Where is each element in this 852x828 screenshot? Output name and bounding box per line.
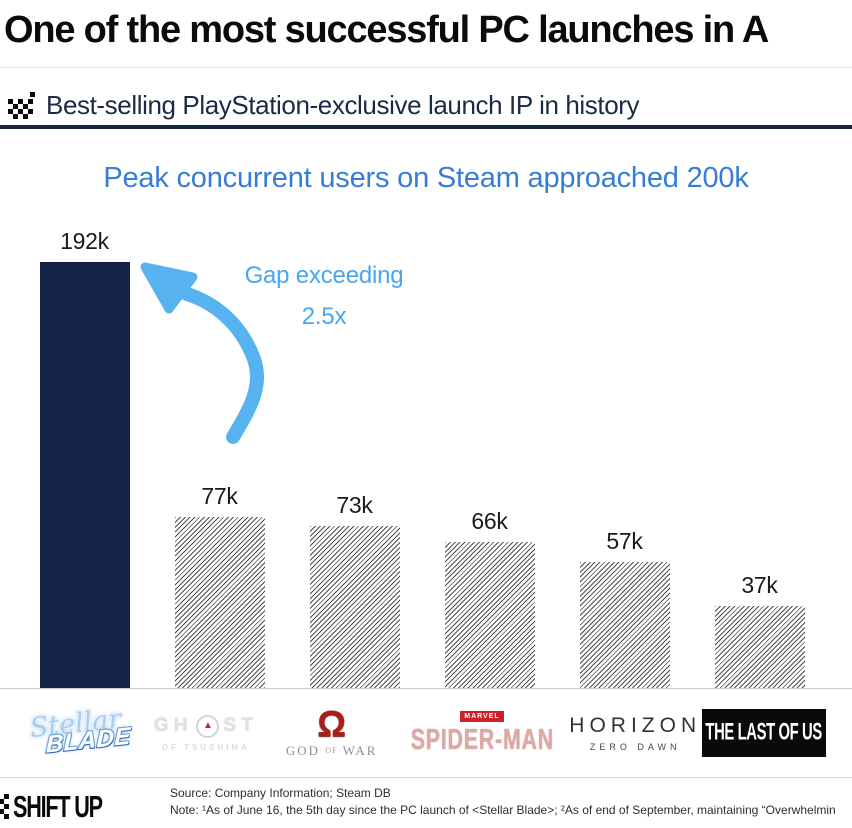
shiftup-wordmark: SHIFT UP — [13, 790, 103, 824]
bar — [714, 606, 805, 688]
ghost-mon-glyph: ▲ — [202, 720, 213, 731]
bar — [309, 526, 400, 688]
ghost-logo-row: GH ▲ ST — [153, 714, 258, 738]
logo-spider-man: MARVEL SPIDER-MAN — [395, 689, 570, 777]
gap-arrow-icon — [140, 262, 265, 444]
bar-chart: 192k 77k 73k 66k 57k 37k — [17, 210, 827, 688]
bar — [444, 542, 535, 688]
horizon-wordmark: HORIZON — [569, 714, 702, 737]
ghost-letters-right: ST — [223, 715, 258, 736]
footer-note: Note: ¹As of June 16, the 5th day since … — [170, 803, 836, 817]
gow-word1: GOD — [285, 743, 321, 758]
gow-of: OF — [325, 746, 338, 755]
gap-annotation-line2: 2.5x — [301, 303, 347, 330]
bar — [174, 517, 265, 688]
bar-slot-marvel-s-spider-man: 66k — [422, 210, 557, 688]
logo-stellar-blade: Stellar BLADE — [17, 689, 143, 777]
slide-title: One of the most successful PC launches i… — [4, 9, 769, 51]
chart-title: Peak concurrent users on Steam approache… — [103, 162, 749, 194]
bar-value-label: 77k — [201, 483, 238, 509]
bar-slot-god-of-war: 73k — [287, 210, 422, 688]
bar-slot-the-last-of-us: 37k — [692, 210, 827, 688]
god-of-war-wordmark: GOD OF WAR — [286, 743, 378, 759]
ghost-letters-left: GH — [153, 715, 193, 736]
checkered-flag-icon — [8, 92, 35, 119]
ghost-subtitle: OF TSUSHIMA — [161, 742, 250, 752]
ghost-mon-icon: ▲ — [196, 714, 220, 738]
bar-slot-stellar-blade: 192k — [17, 210, 152, 688]
stellar-blade-logo: Stellar BLADE — [28, 703, 133, 759]
tlou-wordmark: THE LAST OF US — [705, 719, 823, 746]
gap-annotation: Gap exceeding 2.5x — [228, 262, 420, 331]
shiftup-checkered-icon — [0, 794, 9, 819]
chart-baseline — [0, 688, 852, 689]
logo-god-of-war: Ω GOD OF WAR — [269, 689, 395, 777]
bar-value-label: 57k — [606, 528, 643, 554]
bar-value-label: 73k — [336, 492, 373, 518]
bar — [579, 562, 670, 688]
logo-strip: Stellar BLADE GH ▲ ST OF TSUSHIMA Ω GOD … — [17, 689, 827, 777]
section-underline — [0, 125, 852, 129]
bar-value-label: 37k — [741, 572, 778, 598]
section-header: Best-selling PlayStation-exclusive launc… — [46, 90, 640, 120]
bar-value-label: 192k — [60, 228, 109, 254]
god-of-war-omega-icon: Ω — [317, 703, 347, 744]
stellar-blade-main-text: BLADE — [45, 722, 132, 759]
gow-word2: WAR — [342, 743, 378, 758]
tlou-box: THE LAST OF US — [702, 709, 827, 757]
gap-annotation-line1: Gap exceeding — [244, 262, 404, 289]
logo-ghost-of-tsushima: GH ▲ ST OF TSUSHIMA — [143, 689, 269, 777]
bar-value-label: 66k — [471, 508, 508, 534]
footer-source: Source: Company Information; Steam DB — [170, 786, 391, 800]
bar-slot-horizon-zero-dawn: 57k — [557, 210, 692, 688]
top-divider — [0, 67, 852, 68]
bar-slot-ghost-of-tsushima: 77k — [152, 210, 287, 688]
logo-horizon-zero-dawn: HORIZON ZERO DAWN — [569, 689, 701, 777]
spider-man-wordmark: SPIDER-MAN — [410, 722, 554, 756]
footer-divider — [0, 777, 852, 778]
marvel-badge: MARVEL — [460, 711, 504, 722]
bar — [39, 262, 130, 688]
logo-the-last-of-us: THE LAST OF US — [701, 689, 827, 777]
horizon-subtitle: ZERO DAWN — [589, 742, 681, 752]
